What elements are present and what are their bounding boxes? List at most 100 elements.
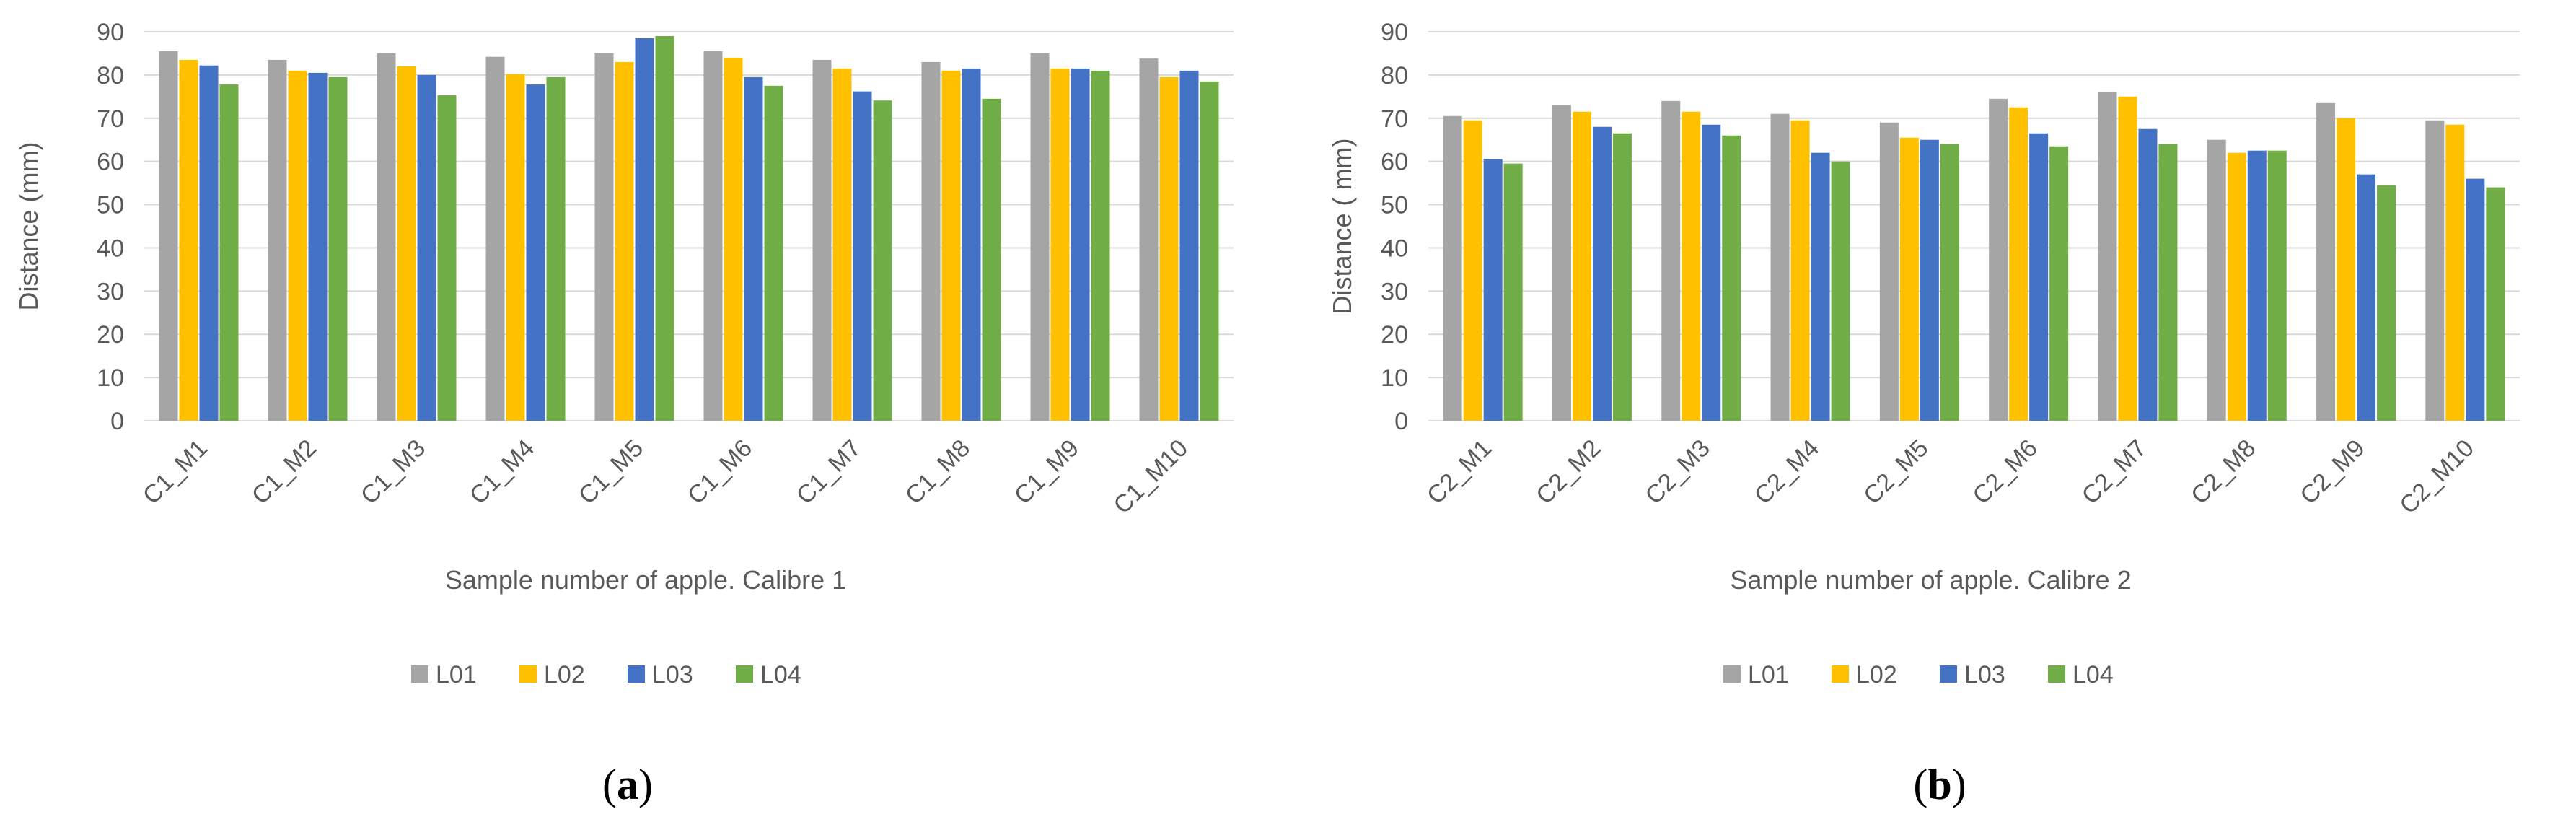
legend-swatch [1723,665,1741,683]
bar [1682,111,1701,421]
bar [1831,161,1850,421]
bar [2098,92,2117,421]
bar [1661,100,1681,421]
bar [2377,185,2396,421]
bar [1702,124,1721,421]
panel-label-close: ) [638,761,653,808]
panel-label-open: ( [602,761,617,808]
y-tick-label: 30 [1381,278,1408,305]
x-tick-label: C1_M4 [465,434,540,510]
x-tick-label: C1_M6 [682,434,757,510]
y-tick-label: 60 [97,149,124,176]
y-tick-label: 80 [1381,62,1408,89]
y-tick-label: 80 [97,62,124,89]
bar [1091,70,1110,421]
bar [2227,152,2246,421]
legend-label: L04 [2072,661,2114,688]
x-tick-label: C1_M8 [900,434,975,510]
bar [328,76,348,421]
bar [506,74,525,421]
bar [397,66,416,421]
y-tick-label: 70 [1381,105,1408,133]
bar [1770,113,1790,421]
legend-label: L01 [436,661,477,688]
bar [417,74,436,421]
panel-label: (a) [602,761,653,808]
bar [1940,144,1959,421]
legend-swatch [519,665,537,683]
bar [2049,146,2069,421]
bar [179,59,198,421]
bar [1989,98,2008,421]
panel-label-letter: b [1927,761,1951,808]
bar [2486,187,2505,421]
bar [1920,139,1939,421]
bar [1159,76,1179,421]
legend-label: L03 [1964,661,2005,688]
bar [1139,58,1159,421]
y-tick-label: 20 [1381,321,1408,349]
legend-label: L04 [760,661,801,688]
y-tick-label: 50 [1381,192,1408,219]
x-tick-label: C1_M5 [573,434,649,510]
bar [941,70,961,421]
y-tick-label: 0 [1394,408,1408,435]
bar [812,59,832,421]
y-tick-label: 40 [97,235,124,262]
bar [526,84,545,421]
x-tick-label: C1_M3 [356,434,431,510]
bar [1899,137,1919,421]
x-tick-label: C2_M6 [1967,434,2042,510]
legend-swatch [628,665,645,683]
y-tick-label: 10 [1381,364,1408,392]
x-tick-label: C2_M7 [2077,434,2152,510]
bar [2158,144,2178,421]
bar [1503,163,1523,421]
y-tick-label: 90 [1381,19,1408,46]
bar [1030,53,1050,421]
x-tick-label: C1_M7 [791,434,866,510]
bar [655,35,674,421]
x-tick-label: C2_M10 [2394,434,2479,520]
y-tick-label: 10 [97,364,124,392]
bar [2009,107,2028,421]
y-tick-label: 40 [1381,235,1408,262]
bar [1483,159,1503,421]
bar [2337,118,2356,421]
y-tick-label: 50 [97,192,124,219]
chart-panel-b: 0 10 20 30 40 50 60 70 80 90 C2_M1 C2_M2 C2_M3 C2_M4 C… [1327,19,2520,808]
bar [594,53,614,421]
bar [1592,126,1612,421]
x-tick-label: C2_M4 [1749,434,1824,510]
panel-label-open: ( [1913,761,1927,808]
x-tick-label: C2_M2 [1531,434,1606,510]
y-tick-label: 30 [97,278,124,305]
legend-label: L03 [652,661,693,688]
bar [1443,115,1462,421]
bar [546,76,566,421]
bar [635,38,654,421]
bar [2466,178,2485,421]
bar [2029,133,2049,421]
bar [853,91,872,421]
bar [485,56,505,421]
y-tick-label: 0 [110,408,124,435]
y-tick-label: 70 [97,105,124,133]
y-tick-label: 20 [97,321,124,349]
bar [1552,105,1571,421]
chart-panel-a: 0 10 20 30 40 50 60 70 80 90 C1_M1 C1_M2 C1_M3 C1_M4 C… [14,19,1234,808]
bar [1722,135,1741,421]
bar [703,51,723,421]
x-tick-label: C2_M8 [2186,434,2261,510]
x-tick-label: C1_M10 [1108,434,1193,520]
bar [615,61,634,421]
bar [1050,68,1070,421]
bar [1879,122,1899,421]
y-tick-label: 60 [1381,149,1408,176]
legend-label: L02 [1856,661,1897,688]
x-tick-label: C1_M1 [138,434,213,510]
bar [2267,150,2287,421]
bar [832,68,852,421]
bar [2316,102,2336,421]
